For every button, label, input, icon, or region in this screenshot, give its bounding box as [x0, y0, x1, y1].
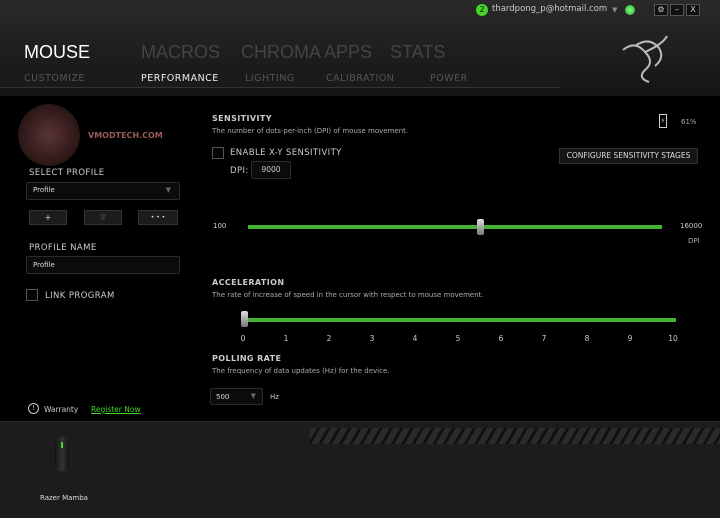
dpi-slider-thumb[interactable]: [476, 219, 484, 235]
device-name: Razer Mamba: [40, 494, 88, 502]
polling-rate-select[interactable]: 500 ▼: [210, 388, 263, 405]
notification-badge[interactable]: 2: [476, 4, 488, 16]
battery-icon: ⚡: [659, 114, 667, 128]
account-email[interactable]: thardpong_p@hotmail.com: [492, 4, 608, 14]
dpi-unit: DPI: [688, 237, 700, 245]
register-now-link[interactable]: Register Now: [91, 405, 141, 414]
link-program-checkbox[interactable]: [26, 289, 38, 301]
select-profile-label: SELECT PROFILE: [29, 168, 105, 178]
mouse-device-icon[interactable]: [53, 436, 71, 472]
subtab-performance[interactable]: PERFORMANCE: [141, 73, 219, 84]
acceleration-tick: 0: [240, 334, 246, 343]
configure-stages-button[interactable]: CONFIGURE SENSITIVITY STAGES: [559, 148, 698, 164]
acceleration-tick: 2: [326, 334, 332, 343]
watermark-text: VMODTECH.COM: [88, 131, 163, 140]
settings-button[interactable]: ⚙: [654, 4, 668, 16]
battery-percent: 61%: [681, 118, 697, 126]
polling-desc: The frequency of data updates (Hz) for t…: [212, 367, 390, 375]
sensitivity-title: SENSITIVITY: [212, 114, 272, 123]
tab-chroma-apps[interactable]: CHROMA APPS: [241, 42, 373, 62]
sub-nav: [0, 68, 560, 88]
acceleration-tick: 9: [627, 334, 633, 343]
warranty-label: Warranty: [44, 405, 79, 414]
close-button[interactable]: X: [686, 4, 700, 16]
acceleration-tick: 8: [584, 334, 590, 343]
acceleration-tick: 1: [283, 334, 289, 343]
subtab-calibration[interactable]: CALIBRATION: [326, 73, 395, 84]
info-icon: !: [28, 403, 39, 414]
polling-rate-value: 500: [216, 393, 230, 401]
tab-macros[interactable]: MACROS: [141, 42, 221, 62]
acceleration-tick: 10: [668, 334, 678, 343]
tab-stats[interactable]: STATS: [390, 42, 446, 62]
more-options-button[interactable]: • • •: [138, 210, 178, 225]
acceleration-tick: 5: [455, 334, 461, 343]
link-program-label: LINK PROGRAM: [45, 291, 115, 301]
bar-decoration: [310, 428, 720, 444]
razer-logo-icon: [622, 35, 668, 83]
acceleration-tick: 4: [412, 334, 418, 343]
acceleration-slider-track[interactable]: [242, 318, 676, 322]
polling-unit: Hz: [270, 393, 279, 401]
dpi-slider-track[interactable]: [248, 225, 662, 229]
subtab-power[interactable]: POWER: [430, 73, 468, 84]
profile-name-label: PROFILE NAME: [29, 243, 97, 253]
dpi-label: DPI:: [230, 166, 249, 176]
acceleration-tick: 7: [541, 334, 547, 343]
add-profile-button[interactable]: +: [29, 210, 67, 225]
status-orb-icon[interactable]: [625, 5, 635, 15]
profile-name-value: Profile: [33, 261, 55, 269]
delete-profile-button[interactable]: 🗑: [84, 210, 122, 225]
account-dropdown-icon[interactable]: ▼: [612, 6, 618, 14]
enable-xy-label: ENABLE X-Y SENSITIVITY: [230, 148, 342, 158]
chevron-down-icon: ▼: [250, 392, 256, 400]
subtab-lighting[interactable]: LIGHTING: [245, 73, 295, 84]
profile-name-input[interactable]: Profile: [26, 256, 180, 274]
profile-select[interactable]: Profile ▼: [26, 182, 180, 200]
dpi-min: 100: [213, 222, 227, 230]
profile-select-value: Profile: [33, 186, 55, 194]
chevron-down-icon: ▼: [165, 186, 171, 194]
enable-xy-checkbox[interactable]: [212, 147, 224, 159]
acceleration-title: ACCELERATION: [212, 278, 285, 287]
tab-mouse[interactable]: MOUSE: [24, 42, 91, 62]
dpi-max: 16000: [680, 222, 703, 230]
minimize-button[interactable]: –: [670, 4, 684, 16]
subtab-customize[interactable]: CUSTOMIZE: [24, 73, 85, 84]
acceleration-desc: The rate of increase of speed in the cur…: [212, 291, 484, 299]
acceleration-tick: 3: [369, 334, 375, 343]
dpi-input[interactable]: 9000: [251, 161, 291, 179]
watermark-logo: [18, 104, 80, 166]
acceleration-tick: 6: [498, 334, 504, 343]
acceleration-slider-thumb[interactable]: [241, 311, 248, 327]
polling-title: POLLING RATE: [212, 354, 282, 363]
sensitivity-desc: The number of dots-per-inch (DPI) of mou…: [212, 127, 409, 135]
